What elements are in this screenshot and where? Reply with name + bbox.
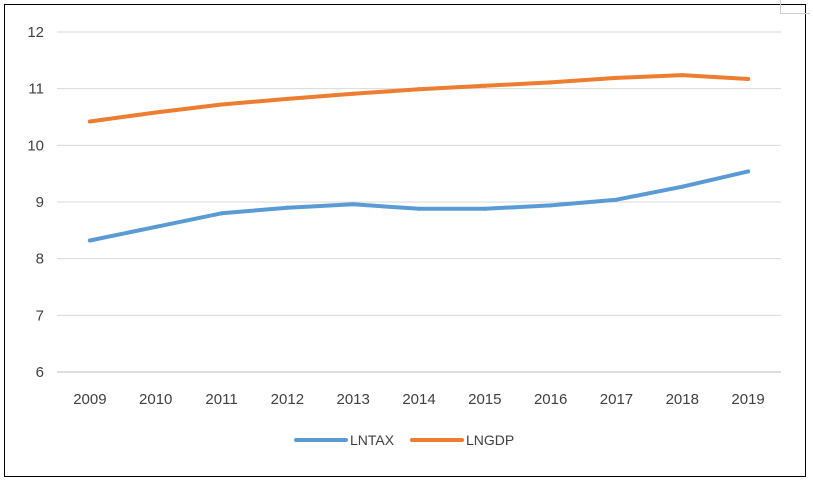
- data-point-lntax-2011: [219, 211, 224, 216]
- y-axis-ticks: 6 7 8 9 10 11 12: [27, 24, 44, 381]
- x-tick-label: 2010: [139, 391, 172, 408]
- data-point-lngdp-2011: [219, 102, 224, 107]
- data-point-lngdp-2014: [417, 87, 421, 92]
- data-point-lngdp-2012: [285, 96, 290, 101]
- data-point-lngdp-2019: [746, 77, 751, 82]
- data-point-lntax-2009: [87, 238, 92, 243]
- y-tick-label: 11: [28, 81, 44, 98]
- x-tick-label: 2018: [666, 391, 699, 408]
- data-point-lngdp-2009: [87, 119, 92, 124]
- x-tick-label: 2017: [600, 391, 633, 408]
- legend-label-lngdp: LNGDP: [466, 432, 514, 448]
- y-tick-label: 8: [36, 251, 44, 268]
- data-point-lngdp-2017: [614, 75, 619, 80]
- legend-label-lntax: LNTAX: [350, 432, 395, 448]
- x-tick-label: 2009: [73, 391, 106, 408]
- gridlines: [57, 31, 781, 373]
- x-tick-label: 2012: [271, 391, 304, 408]
- data-point-lntax-2018: [680, 184, 685, 189]
- data-point-lngdp-2010: [153, 110, 158, 115]
- y-tick-label: 7: [36, 307, 44, 324]
- data-point-lntax-2019: [746, 169, 751, 174]
- data-point-lntax-2012: [285, 205, 290, 210]
- data-point-lngdp-2016: [548, 80, 553, 85]
- x-tick-label: 2019: [731, 391, 764, 408]
- data-point-lngdp-2013: [351, 91, 356, 96]
- data-point-lntax-2010: [153, 224, 158, 229]
- y-tick-label: 10: [27, 137, 44, 154]
- data-point-lntax-2017: [614, 197, 619, 202]
- data-point-lntax-2016: [548, 203, 553, 208]
- y-tick-label: 9: [36, 194, 44, 211]
- x-tick-label: 2011: [205, 391, 237, 408]
- data-point-lntax-2013: [351, 202, 356, 207]
- x-tick-label: 2016: [534, 391, 567, 408]
- x-tick-label: 2015: [468, 391, 501, 408]
- x-tick-label: 2013: [336, 391, 369, 408]
- x-tick-label: 2014: [402, 391, 435, 408]
- data-point-lntax-2015: [482, 206, 487, 211]
- y-tick-label: 6: [36, 364, 44, 381]
- legend: LNTAX LNGDP: [294, 432, 514, 448]
- corner-mark: [780, 0, 810, 14]
- y-tick-label: 12: [27, 24, 44, 41]
- data-point-lntax-2014: [417, 206, 421, 211]
- chart-frame: [4, 4, 806, 477]
- data-point-lngdp-2018: [680, 73, 685, 78]
- series-line-lntax: [87, 169, 751, 243]
- series-lines: [87, 73, 751, 243]
- data-point-lngdp-2015: [482, 83, 487, 88]
- series-line-lngdp: [87, 73, 751, 124]
- x-axis-ticks: 2009 2010 2011 2012 2013 2014 2015 2016 2017 2018…: [73, 391, 765, 408]
